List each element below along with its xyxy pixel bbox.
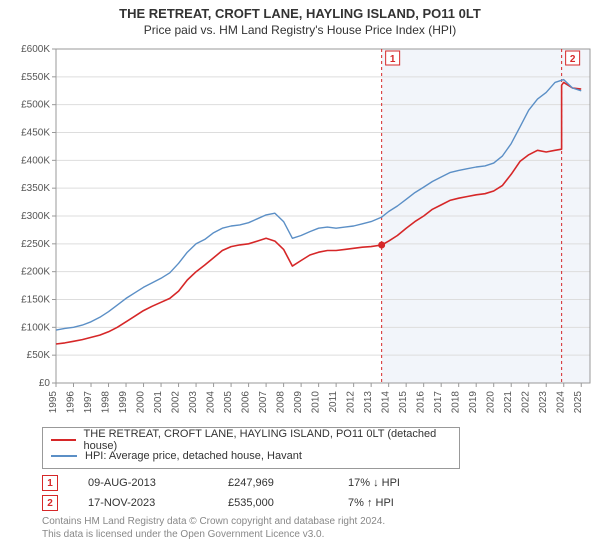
svg-text:£300K: £300K <box>21 211 50 222</box>
svg-text:2009: 2009 <box>293 391 304 414</box>
legend-label: THE RETREAT, CROFT LANE, HAYLING ISLAND,… <box>84 428 451 452</box>
svg-text:£100K: £100K <box>21 322 50 333</box>
svg-text:2023: 2023 <box>538 391 549 414</box>
svg-text:2015: 2015 <box>398 391 409 414</box>
svg-text:2016: 2016 <box>416 391 427 414</box>
svg-text:2001: 2001 <box>153 391 164 414</box>
svg-text:2: 2 <box>570 54 576 65</box>
svg-text:1997: 1997 <box>83 391 94 414</box>
footer-line1: Contains HM Land Registry data © Crown c… <box>42 515 592 528</box>
svg-text:£500K: £500K <box>21 100 50 111</box>
event-delta: 17% ↓ HPI <box>348 477 400 489</box>
svg-text:2003: 2003 <box>188 391 199 414</box>
footer: Contains HM Land Registry data © Crown c… <box>42 515 592 541</box>
svg-text:1995: 1995 <box>48 391 59 414</box>
chart-svg: £0 £50K £100K £150K £200K £250K £300K £350K £400… <box>4 43 596 421</box>
svg-text:2013: 2013 <box>363 391 374 414</box>
svg-text:£50K: £50K <box>27 350 51 361</box>
svg-text:£400K: £400K <box>21 155 50 166</box>
svg-text:£200K: £200K <box>21 267 50 278</box>
svg-text:2008: 2008 <box>276 391 287 414</box>
svg-text:2021: 2021 <box>503 391 514 414</box>
svg-text:2005: 2005 <box>223 391 234 414</box>
svg-text:2014: 2014 <box>381 391 392 414</box>
footer-line2: This data is licensed under the Open Gov… <box>42 528 592 541</box>
event-marker: 2 <box>42 495 58 511</box>
svg-text:2018: 2018 <box>451 391 462 414</box>
svg-text:1998: 1998 <box>101 391 112 414</box>
svg-text:2007: 2007 <box>258 391 269 414</box>
svg-text:£0: £0 <box>39 378 51 389</box>
svg-text:£600K: £600K <box>21 44 50 55</box>
svg-text:2025: 2025 <box>573 391 584 414</box>
chart-plot: £0 £50K £100K £150K £200K £250K £300K £350K £400… <box>4 43 596 421</box>
svg-text:£350K: £350K <box>21 183 50 194</box>
chart-title: THE RETREAT, CROFT LANE, HAYLING ISLAND,… <box>4 6 596 21</box>
svg-text:£450K: £450K <box>21 128 50 139</box>
chart-subtitle: Price paid vs. HM Land Registry's House … <box>4 23 596 37</box>
chart-container: THE RETREAT, CROFT LANE, HAYLING ISLAND,… <box>0 0 600 560</box>
svg-text:1996: 1996 <box>66 391 77 414</box>
event-date: 09-AUG-2013 <box>88 477 198 489</box>
event-date: 17-NOV-2023 <box>88 497 198 509</box>
svg-text:2019: 2019 <box>468 391 479 414</box>
svg-text:2020: 2020 <box>486 391 497 414</box>
svg-text:2010: 2010 <box>311 391 322 414</box>
legend-swatch <box>51 439 76 441</box>
svg-text:£250K: £250K <box>21 239 50 250</box>
svg-text:£550K: £550K <box>21 72 50 83</box>
event-row: 2 17-NOV-2023 £535,000 7% ↑ HPI <box>42 493 592 513</box>
event-marker: 1 <box>42 475 58 491</box>
svg-text:2022: 2022 <box>521 391 532 414</box>
event-price: £247,969 <box>228 477 318 489</box>
svg-text:2017: 2017 <box>433 391 444 414</box>
svg-text:2004: 2004 <box>206 391 217 414</box>
event-delta: 7% ↑ HPI <box>348 497 394 509</box>
svg-text:2000: 2000 <box>136 391 147 414</box>
svg-text:2011: 2011 <box>328 391 339 413</box>
svg-text:2002: 2002 <box>171 391 182 414</box>
svg-text:2024: 2024 <box>556 391 567 414</box>
svg-text:£150K: £150K <box>21 295 50 306</box>
event-price: £535,000 <box>228 497 318 509</box>
legend-label: HPI: Average price, detached house, Hava… <box>85 450 302 462</box>
event-row: 1 09-AUG-2013 £247,969 17% ↓ HPI <box>42 473 592 493</box>
svg-text:1999: 1999 <box>118 391 129 414</box>
legend-row: THE RETREAT, CROFT LANE, HAYLING ISLAND,… <box>51 432 451 448</box>
legend-swatch <box>51 455 77 457</box>
legend: THE RETREAT, CROFT LANE, HAYLING ISLAND,… <box>42 427 460 469</box>
svg-text:2012: 2012 <box>346 391 357 414</box>
svg-text:2006: 2006 <box>241 391 252 414</box>
svg-text:1: 1 <box>390 54 396 65</box>
event-list: 1 09-AUG-2013 £247,969 17% ↓ HPI 2 17-NOV-202… <box>42 473 592 513</box>
